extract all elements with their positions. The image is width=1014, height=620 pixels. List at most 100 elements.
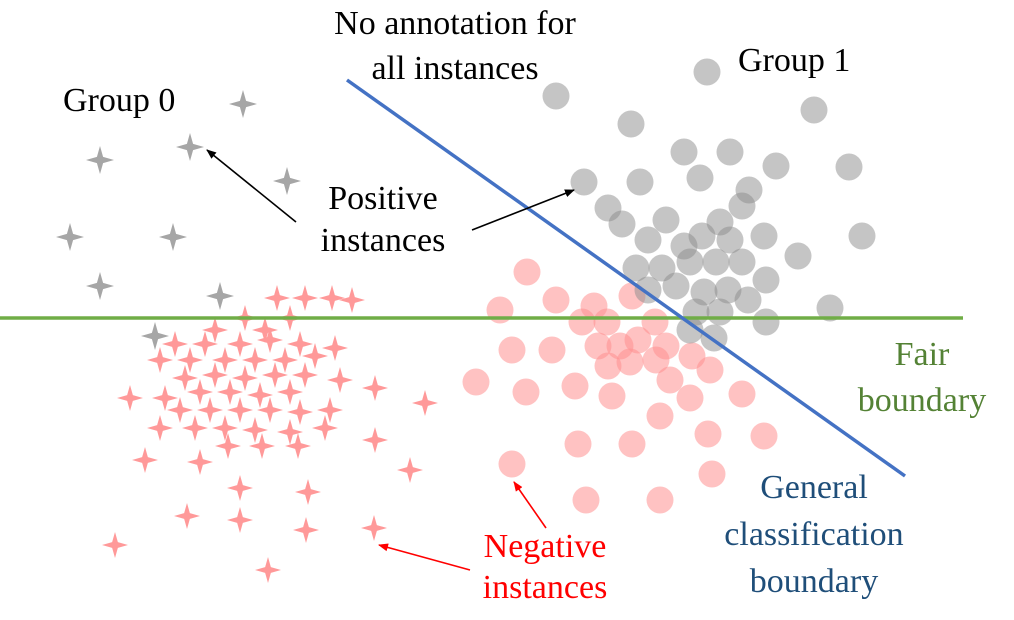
positive-instances-label: Positive [328,180,438,217]
positive-circle-marker [626,168,654,196]
positive-circle-marker [693,58,721,86]
fair-boundary-label-line2: boundary [858,382,986,419]
negative-circle-marker [618,430,646,458]
negative-star-marker [292,285,318,311]
negative-star-marker [242,417,268,443]
positive-star-marker [229,90,257,118]
positive-star-marker [86,272,114,300]
negative-circle-marker [696,356,724,384]
positive-circle-marker [617,110,645,138]
negative-circle-marker [498,450,526,478]
group0-positive-instances [56,90,301,350]
negative-circle-marker [750,422,778,450]
positive-circle-marker [762,152,790,180]
negative-star-marker [147,347,173,373]
negative-star-marker [247,382,273,408]
positive-circle-marker [634,226,662,254]
positive-circle-marker [676,248,704,276]
positive-circle-marker [688,222,716,250]
negative-circle-marker [561,372,589,400]
negative-star-marker [172,365,198,391]
positive-circle-marker [542,82,570,110]
negative-circle-marker [498,336,526,364]
negative-circle-marker [513,258,541,286]
negative-circle-marker [564,430,592,458]
general-classification-boundary-line [345,78,907,478]
negative-star-marker [319,285,345,311]
negative-star-marker [117,385,143,411]
group0-label: Group 0 [63,82,175,119]
positive-circle-marker [570,168,598,196]
positive-star-marker [273,167,301,195]
negative-star-marker [192,331,218,357]
negative-star-marker [227,331,253,357]
general-boundary-label: General [760,469,868,506]
negative-star-marker [287,331,313,357]
negative-circle-marker [594,352,622,380]
negative-star-marker [197,397,223,423]
negative-star-marker [412,390,438,416]
negative-star-marker [242,347,268,373]
no-annotation-label: No annotation for [334,5,576,42]
negative-circle-marker [542,286,570,314]
negative-arrow-to-star [378,543,471,571]
negative-circle-marker [646,486,674,514]
negative-star-marker [287,399,313,425]
positive-circle-marker [816,294,844,322]
negative-star-marker [295,479,321,505]
positive-circle-marker [702,248,730,276]
negative-circle-marker [593,308,621,336]
positive-circle-marker [752,308,780,336]
positive-star-marker [159,223,187,251]
negative-circle-marker [676,384,704,412]
negative-circle-marker [641,308,669,336]
negative-star-marker [102,532,128,558]
negative-star-marker [177,347,203,373]
negative-star-marker [212,347,238,373]
negative-star-marker [362,427,388,453]
negative-circle-marker [538,336,566,364]
positive-circle-marker [608,210,636,238]
negative-star-marker [215,433,241,459]
negative-circle-marker [616,348,644,376]
negative-star-marker [257,327,283,353]
negative-star-marker [252,317,278,343]
negative-arrow-to-circle [513,481,547,529]
negative-star-marker [227,475,253,501]
positive-circle-marker [734,286,762,314]
negative-instances-label: Negative [484,528,607,565]
negative-star-marker [167,397,193,423]
positive-circle-marker [686,164,714,192]
positive-star-marker [141,322,169,350]
negative-circle-marker [572,486,600,514]
negative-circle-marker [694,420,722,448]
negative-star-marker [317,397,343,423]
negative-circle-marker [642,346,670,374]
negative-star-marker [277,379,303,405]
positive-circle-marker [706,298,734,326]
positive-circle-marker [670,138,698,166]
negative-circle-marker [656,366,684,394]
negative-circle-marker [698,460,726,488]
negative-star-marker [292,362,318,388]
positive-arrow-to-circle [471,189,575,231]
negative-circle-marker [462,368,490,396]
positive-circle-marker [652,206,680,234]
negative-star-marker [162,331,188,357]
negative-star-marker [312,415,338,441]
positive-circle-marker [800,96,828,124]
positive-circle-marker [835,153,863,181]
negative-star-marker [285,433,311,459]
negative-star-marker [182,415,208,441]
negative-star-marker [302,343,328,369]
positive-circle-marker [728,192,756,220]
negative-star-marker [277,419,303,445]
positive-star-marker [176,133,204,161]
negative-star-marker [147,415,173,441]
group1-negative-instances [462,258,778,514]
positive-star-marker [56,223,84,251]
negative-star-marker [217,379,243,405]
negative-star-marker [257,397,283,423]
